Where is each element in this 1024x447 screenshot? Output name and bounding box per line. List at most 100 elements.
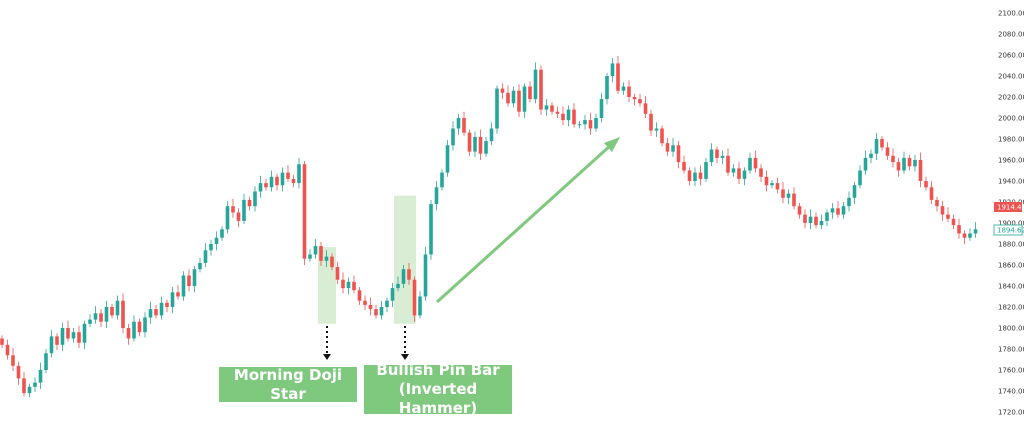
candle-body-up (902, 157, 906, 171)
candle-body-up (396, 283, 400, 289)
candle-body-down (137, 321, 142, 333)
candle-body-down (632, 97, 637, 100)
candle-body-up (874, 139, 879, 154)
candle-body-down (506, 92, 510, 104)
candle-body-up (181, 275, 186, 297)
candle-body-up (577, 124, 582, 126)
candle-body-up (605, 76, 609, 100)
candle-body-up (44, 353, 48, 370)
candle-body-up (269, 176, 274, 188)
candle-body-down (627, 86, 631, 97)
candle-body-up (198, 262, 202, 270)
candle-body-down (698, 172, 703, 179)
candle-body-up (610, 63, 615, 76)
candle-body-down (187, 275, 191, 286)
y-tick-label: 2100.00 (998, 10, 1024, 18)
candle-body-down (792, 193, 796, 207)
y-tick-label: 1820.00 (998, 304, 1024, 312)
candle-body-up (93, 313, 98, 320)
candle-body-up (148, 309, 153, 318)
candle-body-down (264, 183, 268, 188)
candle-body-down (77, 332, 81, 343)
candle-body-down (759, 168, 763, 177)
candle-body-down (99, 313, 103, 322)
candle-body-up (709, 149, 714, 163)
candle-body-down (500, 88, 505, 93)
candle-body-down (478, 136, 483, 154)
candle-body-down (836, 208, 840, 215)
candle-body-up (748, 157, 752, 171)
candle-body-down (341, 279, 345, 289)
candle-body-up (308, 254, 312, 259)
trend-arrow-shaft (435, 143, 613, 304)
candle-body-up (313, 246, 318, 255)
candle-body-down (715, 149, 719, 158)
candle-body-up (456, 118, 461, 129)
candle-body-up (819, 220, 824, 226)
candle-body-up (858, 170, 862, 186)
candle-body-down (638, 99, 642, 104)
candle-body-down (764, 176, 769, 186)
candle-body-down (588, 120, 593, 129)
candle-body-down (247, 199, 252, 207)
candle-body-down (924, 181, 928, 188)
candle-body-down (291, 178, 296, 184)
candle-body-down (781, 189, 785, 198)
candle-body-down (121, 300, 125, 328)
candle-body-up (731, 168, 736, 173)
candle-body-up (720, 155, 725, 158)
candle-body-up (143, 317, 147, 333)
y-tick-label: 1860.00 (998, 262, 1024, 270)
candle-body-up (445, 145, 450, 173)
candle-body-down (957, 225, 961, 234)
candle-body-down (0, 338, 4, 345)
candle-body-down (412, 279, 417, 316)
candle-body-up (770, 183, 774, 186)
morning-doji-star-text: Morning Doji Star (233, 365, 343, 403)
candle-body-up (434, 187, 439, 205)
candle-body-down (357, 290, 362, 301)
bullish-pin-bar-text: Bullish Pin Bar (376, 361, 500, 379)
candle-body-down (528, 86, 532, 100)
candle-body-up (379, 307, 384, 316)
candle-body-down (660, 128, 664, 144)
candle-body-down (363, 300, 367, 305)
candle-body-up (280, 172, 285, 186)
last-price-tag-green (993, 224, 1023, 236)
candle-body-down (753, 157, 758, 169)
overlay-arrows (323, 137, 620, 360)
candle-body-up (869, 153, 873, 158)
candle-body-down (814, 216, 818, 226)
pin-bar-highlight-box (394, 195, 416, 324)
candle-body-up (209, 244, 213, 251)
candle-body-down (407, 269, 411, 280)
candle-body-down (302, 164, 307, 259)
candle-body-down (286, 172, 290, 179)
candle-body-down (55, 336, 59, 345)
candle-body-up (170, 292, 175, 307)
candle-body-up (786, 193, 791, 198)
inverted-hammer-text: (Inverted Hammer) (398, 380, 478, 417)
y-tick-label: 1780.00 (998, 346, 1024, 354)
y-tick-label: 1980.00 (998, 136, 1024, 144)
candle-body-down (918, 160, 923, 181)
bullish-pin-bar-label: Bullish Pin Bar (Inverted Hammer) (364, 361, 512, 417)
candle-body-down (126, 328, 131, 339)
candle-body-up (704, 162, 708, 179)
candle-body-down (5, 344, 10, 356)
candle-body-down (940, 206, 945, 215)
candle-body-up (88, 319, 92, 324)
candle-body-up (429, 204, 433, 255)
candle-body-up (451, 128, 455, 146)
y-tick-label: 1940.00 (998, 178, 1024, 186)
candle-body-up (132, 321, 136, 339)
candle-body-down (962, 233, 967, 238)
last-price-tag-red (994, 202, 1022, 212)
candle-body-up (159, 302, 164, 316)
candle-body-down (517, 90, 521, 112)
last-price-tag-red-text: 1914.44 (997, 204, 1024, 212)
candle-body-up (390, 288, 395, 301)
candle-body-down (16, 365, 21, 379)
candle-body-up (27, 386, 32, 394)
